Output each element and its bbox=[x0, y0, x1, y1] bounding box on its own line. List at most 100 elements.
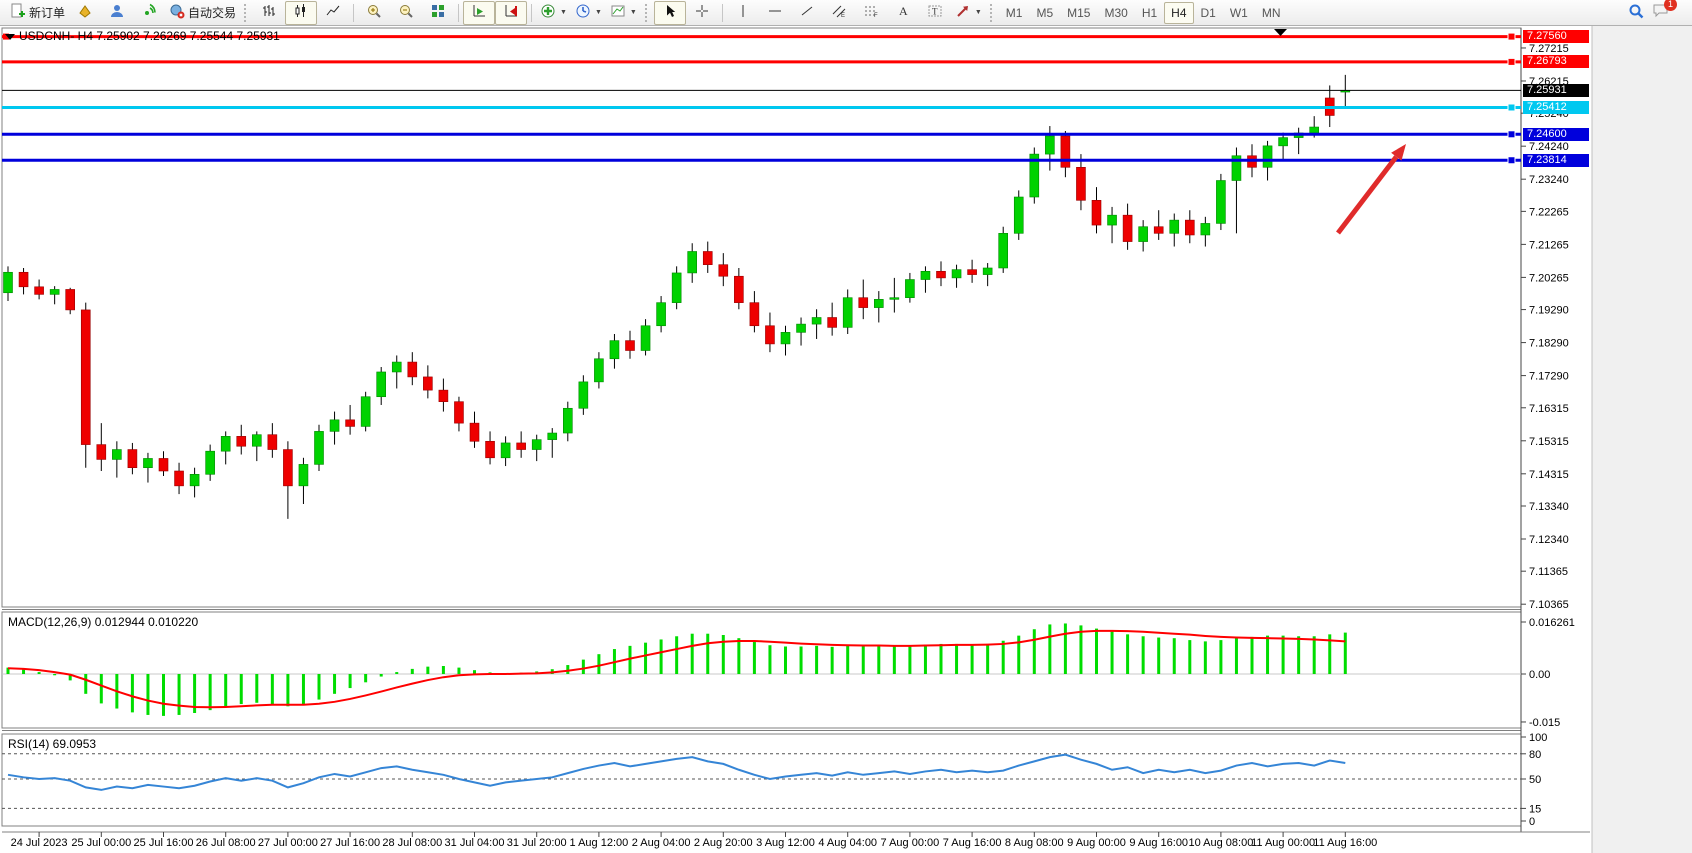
timeframe-h4[interactable]: H4 bbox=[1164, 1, 1194, 24]
chart-canvas[interactable]: 7.272157.262157.252407.242407.232407.222… bbox=[0, 26, 1692, 853]
macd-indicator-label: MACD(12,26,9) 0.012944 0.010220 bbox=[8, 615, 199, 629]
macd-axis-tick-label: 0.016261 bbox=[1529, 617, 1575, 629]
chevron-down-icon: ▼ bbox=[560, 9, 567, 16]
line-anchor[interactable] bbox=[1507, 32, 1516, 41]
new-order-button[interactable]: 新订单 bbox=[6, 1, 69, 25]
candle-body bbox=[1216, 180, 1226, 224]
market-watch-button[interactable] bbox=[69, 1, 101, 25]
line-anchor[interactable] bbox=[1507, 57, 1516, 66]
rsi-axis-tick-label: 0 bbox=[1529, 816, 1535, 828]
candle-body bbox=[547, 432, 558, 440]
toolbar-separator bbox=[531, 3, 533, 22]
price-axis-tick-label: 7.12340 bbox=[1529, 534, 1569, 546]
timeframe-m5[interactable]: M5 bbox=[1036, 5, 1054, 20]
line-chart-button[interactable] bbox=[317, 1, 349, 25]
line-anchor[interactable] bbox=[1507, 130, 1516, 139]
zoom-in-button[interactable] bbox=[358, 1, 390, 25]
zoom-in-icon bbox=[366, 3, 382, 22]
candlestick-chart-button[interactable] bbox=[285, 0, 318, 25]
rsi-line bbox=[7, 753, 1346, 791]
chart-menu-icon[interactable] bbox=[5, 33, 15, 40]
chart-shift-marker[interactable] bbox=[1274, 29, 1287, 36]
fibonacci-button[interactable]: F bbox=[855, 1, 887, 25]
rsi-indicator-label: RSI(14) 69.0953 bbox=[8, 737, 97, 751]
candle-body bbox=[143, 458, 153, 468]
candle-body bbox=[625, 340, 635, 351]
price-axis-tick-label: 7.14315 bbox=[1529, 469, 1569, 481]
crosshair-icon bbox=[694, 3, 710, 22]
autotrading-icon bbox=[169, 3, 185, 22]
candle-body bbox=[1231, 155, 1242, 181]
horizontal-line-button[interactable] bbox=[759, 1, 791, 25]
time-axis-label: 24 Jul 2023 bbox=[11, 837, 68, 849]
tile-windows-button[interactable] bbox=[422, 1, 454, 25]
trend-arrow-head[interactable] bbox=[1391, 144, 1406, 161]
toolbar-separator bbox=[353, 3, 355, 22]
candle-body bbox=[1122, 214, 1133, 242]
bid-price-badge: 7.25931 bbox=[1523, 83, 1589, 97]
price-axis-tick-label: 7.10365 bbox=[1529, 599, 1569, 611]
arrows-button[interactable]: ▼ bbox=[951, 1, 986, 25]
candle-body bbox=[889, 297, 900, 300]
text-label-button[interactable]: T bbox=[919, 1, 951, 25]
indicators-button[interactable]: ▼ bbox=[536, 1, 571, 25]
candle-body bbox=[329, 419, 340, 432]
candle-body bbox=[780, 332, 791, 345]
templates-button[interactable]: ▼ bbox=[606, 1, 641, 25]
time-axis-label: 31 Jul 20:00 bbox=[507, 837, 567, 849]
bar-chart-button[interactable] bbox=[253, 1, 285, 25]
cursor-button[interactable] bbox=[653, 0, 686, 25]
price-axis-tick-label: 7.11365 bbox=[1529, 566, 1568, 578]
rsi-axis-tick-label: 50 bbox=[1529, 774, 1541, 786]
time-axis-label: 9 Aug 16:00 bbox=[1129, 837, 1188, 849]
time-axis-label: 3 Aug 12:00 bbox=[756, 837, 815, 849]
signals-button[interactable] bbox=[133, 1, 165, 25]
line-anchor[interactable] bbox=[1507, 156, 1516, 165]
text-icon: A bbox=[895, 3, 911, 22]
candle-body bbox=[1200, 223, 1211, 236]
zoom-out-button[interactable] bbox=[390, 1, 422, 25]
timeframe-m1[interactable]: M1 bbox=[1005, 5, 1023, 20]
candle-body bbox=[469, 422, 480, 442]
time-axis-label: 11 Aug 16:00 bbox=[1313, 837, 1377, 849]
candle-body bbox=[796, 323, 806, 333]
chart-window: 7.27215 7.26215 7.25240 7.24240 7.23240 7.222… bbox=[0, 26, 1692, 853]
profile-button[interactable] bbox=[101, 1, 133, 25]
candle-body bbox=[127, 449, 138, 468]
vertical-line-button[interactable] bbox=[727, 1, 759, 25]
autotrading-button[interactable]: 自动交易 bbox=[165, 1, 240, 25]
timeframe-m30[interactable]: M30 bbox=[1104, 5, 1128, 20]
timeframe-mn[interactable]: MN bbox=[1261, 5, 1281, 20]
candle-body bbox=[174, 470, 184, 487]
candle-body bbox=[578, 381, 589, 409]
periods-icon bbox=[575, 3, 591, 22]
price-axis-tick-label: 7.18290 bbox=[1529, 338, 1569, 350]
right-margin bbox=[1592, 26, 1692, 853]
timeframe-h1[interactable]: H1 bbox=[1141, 5, 1158, 20]
timeframe-d1[interactable]: D1 bbox=[1200, 5, 1216, 20]
text-label-icon: T bbox=[927, 3, 943, 22]
svg-text:T: T bbox=[932, 7, 938, 17]
equidistant-channel-button[interactable]: E bbox=[823, 1, 855, 25]
timeframe-w1[interactable]: W1 bbox=[1229, 5, 1248, 20]
market-watch-icon bbox=[77, 3, 93, 22]
candle-body bbox=[1045, 135, 1055, 155]
chat-button[interactable]: 1 bbox=[1652, 0, 1677, 24]
auto-scroll-button[interactable] bbox=[463, 0, 496, 25]
line-anchor[interactable] bbox=[1507, 103, 1516, 112]
new-order-icon bbox=[10, 3, 26, 22]
candle-body bbox=[765, 325, 775, 345]
crosshair-button[interactable] bbox=[686, 1, 718, 25]
periods-button[interactable]: ▼ bbox=[571, 1, 606, 25]
chart-shift-button[interactable] bbox=[495, 0, 528, 25]
time-axis-label: 7 Aug 00:00 bbox=[881, 837, 940, 849]
search-button[interactable] bbox=[1620, 1, 1652, 25]
trendline-button[interactable] bbox=[791, 1, 823, 25]
trend-arrow-annotation[interactable] bbox=[1336, 155, 1399, 235]
price-level-badge: 7.23814 bbox=[1523, 153, 1589, 167]
price-axis-tick-label: 7.20265 bbox=[1529, 272, 1569, 284]
candle-body bbox=[1153, 226, 1164, 234]
bar-chart-icon bbox=[261, 3, 277, 22]
timeframe-m15[interactable]: M15 bbox=[1067, 5, 1091, 20]
text-button[interactable]: A bbox=[887, 1, 919, 25]
